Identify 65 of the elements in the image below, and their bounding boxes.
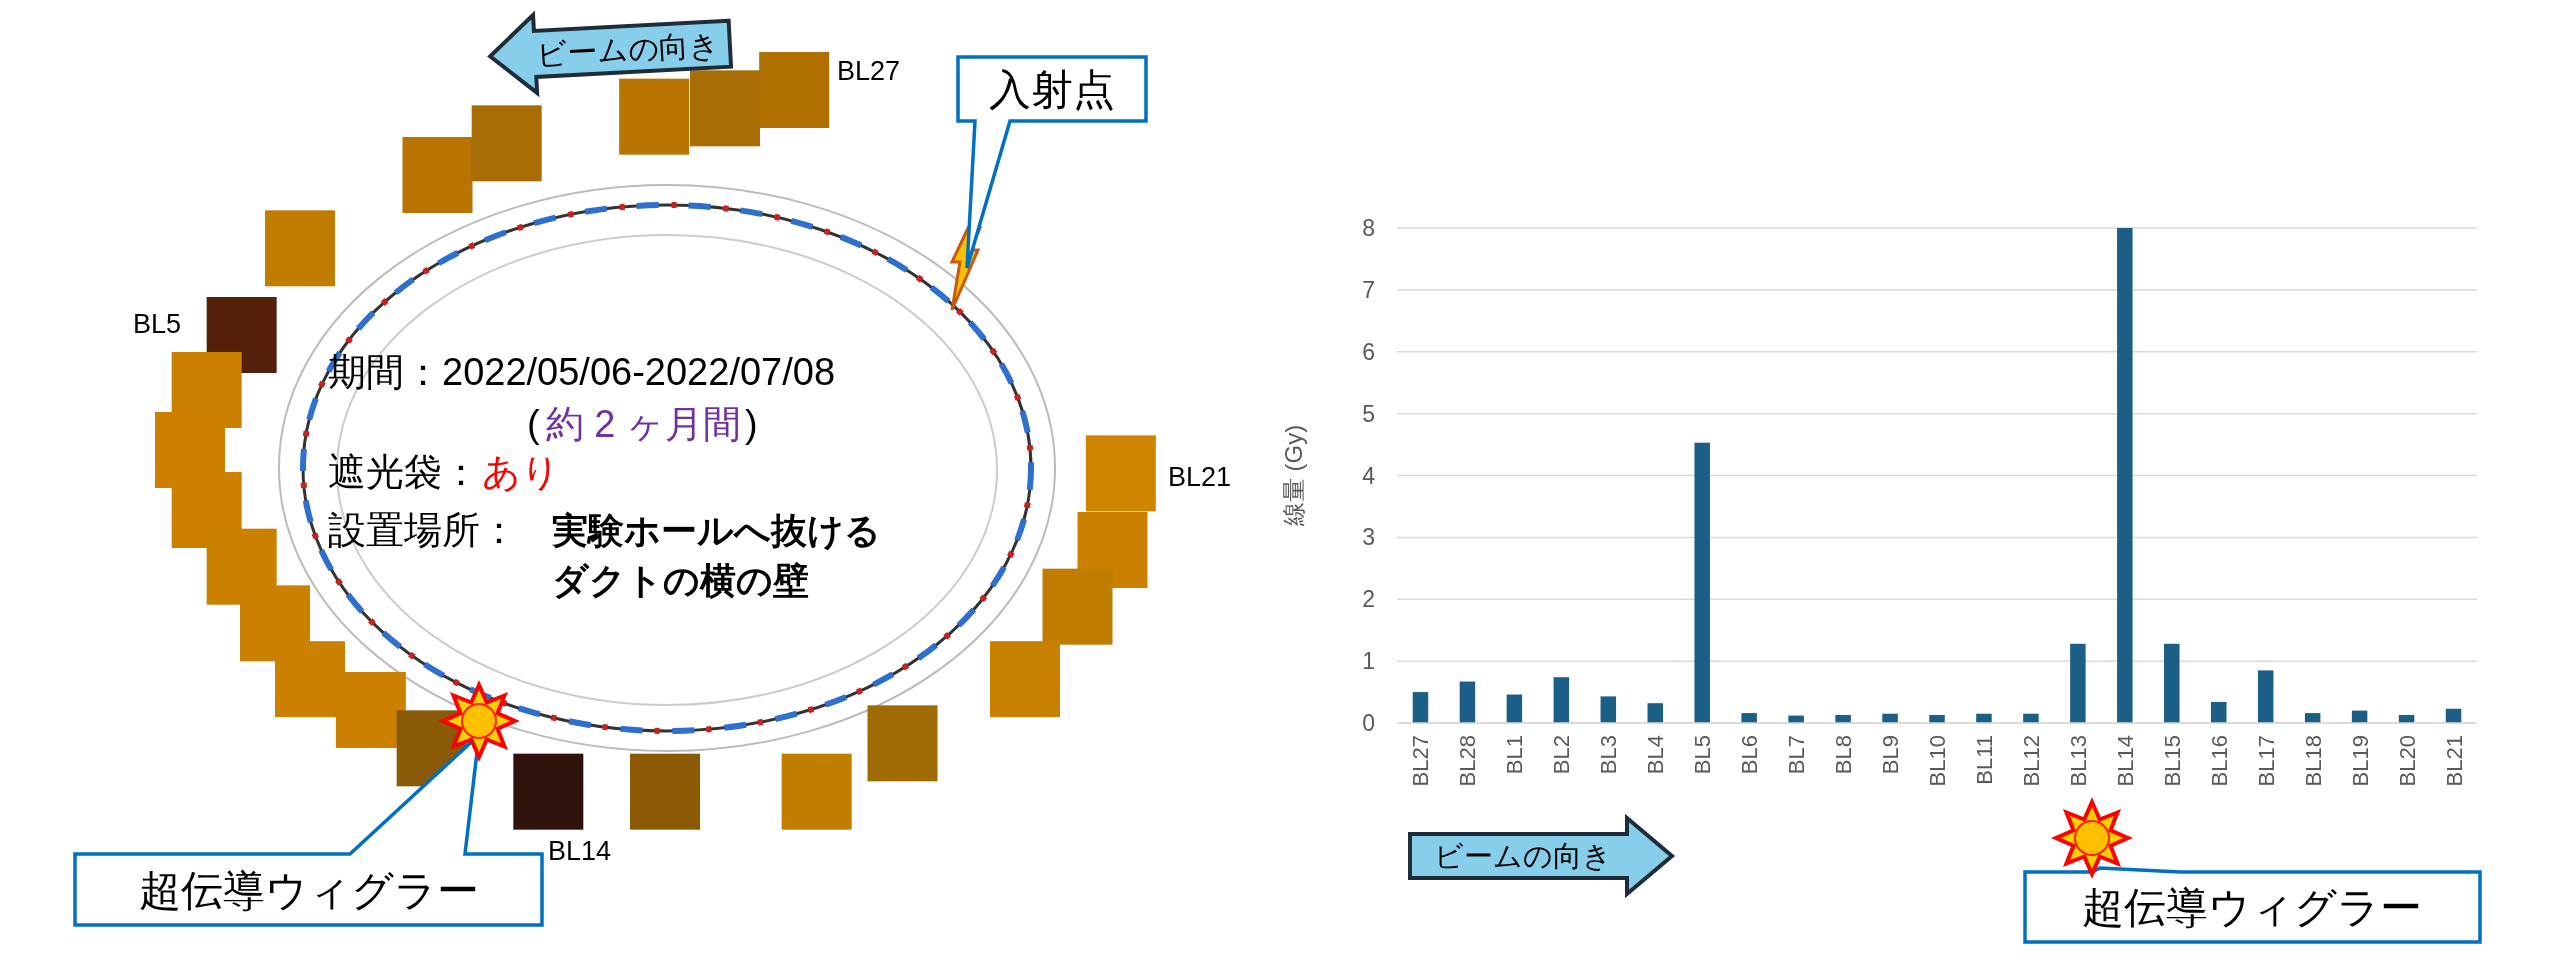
- bar: [1929, 714, 1945, 723]
- x-tick-label: BL4: [1643, 735, 1669, 775]
- bar: [2210, 701, 2227, 723]
- x-tick-label: BL13: [2065, 735, 2091, 787]
- text: BL5: [133, 309, 182, 339]
- y-tick-label: 6: [1362, 338, 1375, 365]
- bar: [2257, 670, 2274, 723]
- y-tick-label: 1: [1362, 648, 1375, 675]
- text: BL14: [548, 836, 612, 866]
- text: 約 2 ヶ月間: [545, 403, 741, 445]
- text: BL21: [1168, 462, 1232, 492]
- arrow-beam-direction: ビームの向き: [487, 10, 734, 98]
- bar: [2070, 643, 2086, 723]
- x-tick-label: BL27: [1408, 735, 1434, 787]
- x-tick-label: BL11: [1971, 735, 1997, 785]
- x-tick-label: BL8: [1831, 735, 1857, 775]
- x-tick-label: BL1: [1502, 735, 1528, 775]
- x-tick-label: BL2: [1549, 735, 1575, 775]
- x-tick-label: BL10: [1925, 735, 1950, 787]
- y-tick-label: 4: [1362, 462, 1376, 489]
- bar: [2164, 643, 2180, 723]
- x-tick-label: BL5: [1690, 735, 1716, 775]
- y-tick-label: 5: [1362, 400, 1375, 427]
- x-tick-label: BL17: [2253, 735, 2279, 787]
- y-axis-title: 線量 (Gy): [1280, 424, 1307, 528]
- y-tick-label: 7: [1362, 276, 1375, 303]
- y-tick-label: 0: [1362, 710, 1375, 736]
- bar: [1647, 703, 1664, 723]
- x-tick-label: BL16: [2206, 735, 2232, 787]
- text: BL27: [837, 56, 901, 86]
- x-tick-label: BL20: [2394, 735, 2420, 787]
- bar: [2117, 228, 2133, 723]
- bar: [1553, 677, 1570, 723]
- bar: [1506, 694, 1523, 723]
- x-tick-label: BL18: [2300, 735, 2326, 787]
- x-tick-label: BL7: [1784, 735, 1810, 775]
- text: ダクトの横の壁: [552, 560, 809, 601]
- text: 超伝導ウィグラー: [138, 866, 479, 914]
- text: 期間：2022/05/06-2022/07/08: [328, 351, 836, 393]
- x-tick-label: BL12: [2018, 735, 2044, 787]
- bar: [1741, 713, 1757, 723]
- bar: [1694, 442, 1710, 723]
- bar: [1412, 692, 1429, 723]
- x-tick-label: BL21: [2441, 735, 2467, 787]
- x-tick-label: BL3: [1596, 735, 1622, 775]
- y-tick-label: 8: [1362, 215, 1375, 241]
- bar: [1600, 696, 1617, 723]
- bar: [1459, 681, 1476, 723]
- x-tick-label: BL9: [1878, 735, 1904, 775]
- bar: [1835, 714, 1851, 723]
- text: ): [744, 403, 758, 445]
- text: 実験ホールへ抜ける: [551, 510, 881, 551]
- text: (: [527, 403, 540, 445]
- text: 設置場所：: [328, 509, 518, 551]
- y-tick-label: 3: [1362, 524, 1375, 551]
- x-tick-label: BL19: [2347, 735, 2373, 787]
- text: 遮光袋：: [328, 451, 480, 493]
- x-tick-label: BL6: [1737, 735, 1763, 775]
- y-tick-label: 2: [1362, 586, 1375, 613]
- x-tick-label: BL28: [1455, 735, 1481, 787]
- text: 入射点: [989, 66, 1115, 114]
- text: あり: [482, 451, 560, 493]
- text: 超伝導ウィグラー: [2082, 884, 2422, 931]
- x-tick-label: BL14: [2112, 735, 2138, 787]
- x-tick-label: BL15: [2159, 735, 2185, 787]
